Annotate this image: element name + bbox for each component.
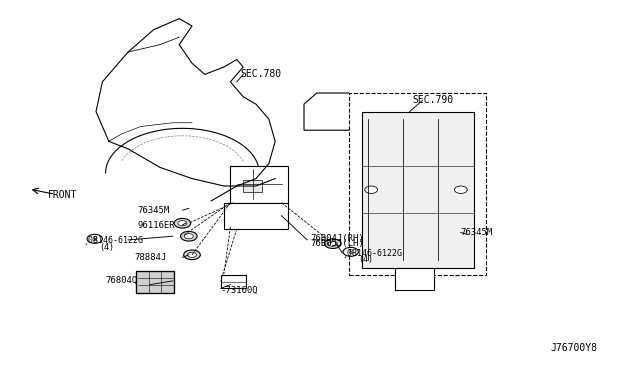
Circle shape: [174, 218, 191, 228]
Circle shape: [184, 234, 193, 239]
Bar: [395, 268, 434, 290]
Text: SEC.780: SEC.780: [240, 70, 281, 79]
Bar: [362, 112, 474, 268]
Bar: [224, 203, 288, 229]
Text: B: B: [349, 249, 353, 255]
Bar: [243, 180, 262, 192]
Bar: [349, 93, 486, 275]
Text: 96116ER: 96116ER: [138, 221, 175, 230]
Text: B: B: [93, 236, 97, 242]
Text: ¸08146-6122G: ¸08146-6122G: [83, 235, 143, 244]
Circle shape: [184, 250, 200, 260]
Text: SEC.790: SEC.790: [413, 96, 454, 105]
Text: J76700Y8: J76700Y8: [550, 343, 597, 353]
Circle shape: [324, 239, 341, 248]
Text: 76B04J(RH): 76B04J(RH): [310, 234, 364, 243]
Text: (4): (4): [99, 243, 114, 252]
Circle shape: [454, 186, 467, 193]
Text: -73160Q: -73160Q: [221, 286, 259, 295]
Text: 78884J: 78884J: [134, 253, 166, 262]
Text: FRONT: FRONT: [48, 190, 77, 200]
Circle shape: [178, 221, 187, 226]
Circle shape: [343, 247, 358, 256]
FancyBboxPatch shape: [136, 271, 174, 293]
Text: 76345M: 76345M: [138, 206, 170, 215]
Circle shape: [180, 231, 197, 241]
Circle shape: [328, 241, 337, 246]
Bar: [230, 166, 288, 203]
Circle shape: [87, 234, 102, 243]
Circle shape: [188, 252, 196, 257]
Text: 76804Q: 76804Q: [106, 276, 138, 285]
Text: ¸08146-6122G: ¸08146-6122G: [342, 248, 403, 257]
Text: (4): (4): [358, 255, 373, 264]
Text: 76345M: 76345M: [461, 228, 493, 237]
Circle shape: [365, 186, 378, 193]
Text: 76B05J(LH): 76B05J(LH): [310, 239, 364, 248]
Bar: [221, 275, 246, 288]
